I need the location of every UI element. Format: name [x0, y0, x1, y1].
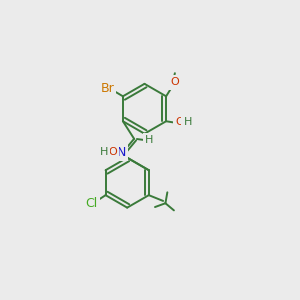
- Text: Br: Br: [100, 82, 114, 95]
- Text: O: O: [109, 147, 117, 157]
- Text: O: O: [175, 117, 184, 127]
- Text: H: H: [145, 135, 153, 145]
- Text: Cl: Cl: [85, 197, 98, 210]
- Text: O: O: [170, 77, 179, 87]
- Text: H: H: [183, 117, 192, 127]
- Text: N: N: [116, 146, 126, 159]
- Text: H: H: [100, 147, 108, 157]
